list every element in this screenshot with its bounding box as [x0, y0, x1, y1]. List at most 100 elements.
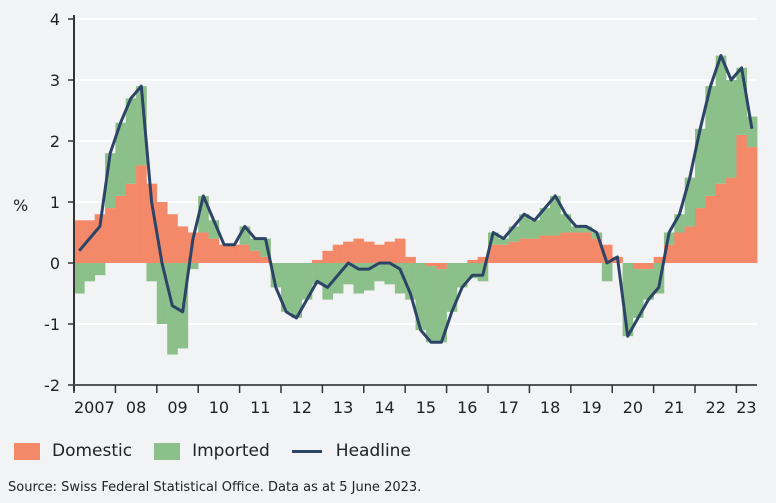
bar-domestic: [632, 263, 644, 270]
bar-imported: [674, 214, 685, 233]
bar-domestic: [94, 214, 106, 263]
bar-imported: [653, 263, 665, 294]
bar-domestic: [674, 232, 685, 263]
bar-domestic: [529, 238, 541, 263]
bar-domestic: [477, 256, 489, 263]
bar-domestic: [260, 256, 271, 263]
bar-domestic: [467, 259, 478, 263]
x-tick-label: 11: [250, 398, 270, 417]
x-tick-label: 10: [209, 398, 229, 417]
x-tick-label: 13: [333, 398, 353, 417]
bar-domestic: [363, 241, 375, 263]
bar-domestic: [736, 134, 748, 263]
bar-imported: [167, 263, 178, 355]
bar-imported: [198, 195, 209, 233]
bar-imported: [343, 263, 354, 285]
bar-domestic: [384, 241, 396, 263]
bar-imported: [539, 208, 551, 236]
bar-domestic: [198, 232, 209, 263]
bar-imported: [363, 263, 375, 291]
bar-imported: [632, 269, 644, 318]
legend-item-imported: Imported: [154, 441, 270, 461]
bar-imported: [643, 269, 654, 300]
legend-label-domestic: Domestic: [52, 441, 133, 461]
bar-imported: [394, 263, 406, 294]
x-tick-label: 08: [126, 398, 146, 417]
legend-swatch-headline: [291, 449, 322, 453]
legend-item-headline: Headline: [291, 441, 411, 461]
bar-domestic: [695, 208, 706, 263]
x-tick-label: 09: [167, 398, 187, 417]
bar-imported: [405, 263, 416, 300]
bar-domestic: [167, 214, 178, 263]
bar-imported: [446, 263, 458, 312]
bar-imported: [601, 263, 613, 282]
bar-imported: [560, 214, 572, 233]
bar-domestic: [539, 235, 551, 263]
bar-imported: [488, 232, 499, 245]
x-tick-label: 14: [374, 398, 394, 417]
y-tick-label: -1: [44, 315, 60, 334]
legend-swatch-imported: [154, 442, 181, 460]
y-tick-label: 3: [50, 71, 60, 90]
bar-imported: [736, 67, 748, 135]
bar-imported: [208, 220, 220, 239]
bar-imported: [415, 263, 427, 331]
bar-domestic: [115, 195, 127, 263]
bar-imported: [529, 220, 541, 239]
bar-domestic: [343, 241, 354, 263]
bar-domestic: [488, 244, 499, 263]
bar-domestic: [218, 244, 230, 263]
bar-domestic: [249, 250, 261, 263]
bar-imported: [301, 263, 313, 300]
bar-imported: [374, 263, 385, 282]
bar-domestic: [156, 202, 168, 263]
bar-domestic: [146, 183, 158, 263]
bar-imported: [746, 116, 758, 148]
bar-imported: [715, 55, 727, 184]
bar-imported: [115, 122, 127, 196]
bar-domestic: [684, 226, 696, 263]
bar-imported: [425, 266, 437, 343]
x-tick-label: 17: [499, 398, 519, 417]
bar-imported: [456, 263, 468, 288]
bar-imported: [498, 238, 509, 245]
bar-imported: [467, 263, 478, 279]
bar-imported: [550, 195, 561, 236]
x-tick-label: 12: [292, 398, 312, 417]
bar-domestic: [591, 238, 603, 263]
x-tick-label: 22: [706, 398, 726, 417]
bar-domestic: [436, 263, 447, 270]
bar-domestic: [653, 256, 665, 263]
bar-domestic: [663, 244, 675, 263]
bar-imported: [74, 263, 85, 294]
x-tick-label: 16: [457, 398, 477, 417]
bar-imported: [260, 238, 271, 257]
bar-domestic: [125, 183, 137, 263]
bar-domestic: [581, 232, 592, 263]
bar-domestic: [84, 220, 95, 263]
bar-domestic: [74, 220, 85, 263]
bar-imported: [705, 86, 716, 196]
bar-imported: [146, 263, 158, 282]
bar-imported: [239, 226, 251, 245]
bar-imported: [322, 263, 334, 300]
bar-domestic: [353, 238, 365, 263]
bar-domestic: [570, 232, 582, 263]
bar-domestic: [425, 263, 437, 267]
x-tick-label: 2007: [74, 398, 115, 417]
bar-imported: [187, 263, 199, 270]
x-tick-label: 19: [581, 398, 601, 417]
bar-domestic: [560, 232, 572, 263]
headline-line: [78, 54, 754, 344]
y-tick-label: -2: [44, 376, 60, 395]
bar-imported: [105, 153, 116, 209]
bar-domestic: [136, 165, 147, 263]
bar-domestic: [374, 244, 385, 263]
bar-imported: [312, 263, 323, 285]
y-tick-label: 1: [50, 193, 60, 212]
y-axis-label: %: [13, 196, 28, 215]
bar-imported: [695, 128, 706, 209]
x-tick-label: 15: [416, 398, 436, 417]
